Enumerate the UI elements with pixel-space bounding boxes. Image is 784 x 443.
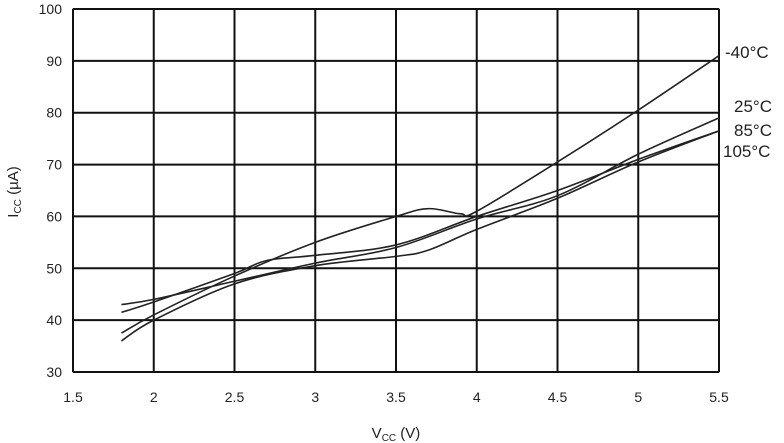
series-labels: -40°C 25°C 85°C 105°C xyxy=(723,43,772,161)
x-tick-label: 3.5 xyxy=(386,389,406,405)
x-tick-label: 1.5 xyxy=(63,389,83,405)
y-axis-label: ICC (µA) xyxy=(5,166,24,217)
series-label: 85°C xyxy=(734,121,772,140)
plot-frame xyxy=(72,8,720,373)
y-axis-label-sub: CC xyxy=(13,199,24,213)
y-tick-label: 40 xyxy=(46,312,62,328)
series-label: 25°C xyxy=(734,97,772,116)
series-label: -40°C xyxy=(725,43,769,62)
y-tick-label: 70 xyxy=(46,157,62,173)
x-tick-label: 4.5 xyxy=(548,389,568,405)
y-tick-label: 30 xyxy=(46,364,62,380)
x-axis-label-main: V xyxy=(372,425,382,442)
y-axis-label-main: I xyxy=(5,214,22,218)
grid xyxy=(72,8,720,373)
y-tick-label: 50 xyxy=(46,260,62,276)
series-lines xyxy=(121,55,720,342)
x-tick-label: 4 xyxy=(473,389,481,405)
x-axis-label-sub: CC xyxy=(382,433,396,443)
y-tick-label: 80 xyxy=(46,105,62,121)
series-line xyxy=(121,117,720,306)
series-line xyxy=(121,130,720,342)
y-tick-label: 100 xyxy=(39,1,63,17)
x-tick-label: 2.5 xyxy=(225,389,245,405)
series-label: 105°C xyxy=(723,142,770,161)
y-axis-label-unit: (µA) xyxy=(5,166,22,199)
x-tick-label: 5 xyxy=(634,389,642,405)
y-tick-label: 60 xyxy=(46,208,62,224)
y-tick-label: 90 xyxy=(46,53,62,69)
x-axis-label-unit: (V) xyxy=(396,425,420,442)
x-axis-label: VCC (V) xyxy=(372,425,421,443)
x-tick-label: 5.5 xyxy=(709,389,729,405)
series-line xyxy=(121,130,720,314)
tick-labels: 1.5 2 2.5 3 3.5 4 4.5 5 5.5 30 40 50 60 70 80 90 100 xyxy=(39,1,729,405)
series-line xyxy=(121,55,720,334)
x-tick-label: 3 xyxy=(311,389,319,405)
x-tick-label: 2 xyxy=(150,389,158,405)
